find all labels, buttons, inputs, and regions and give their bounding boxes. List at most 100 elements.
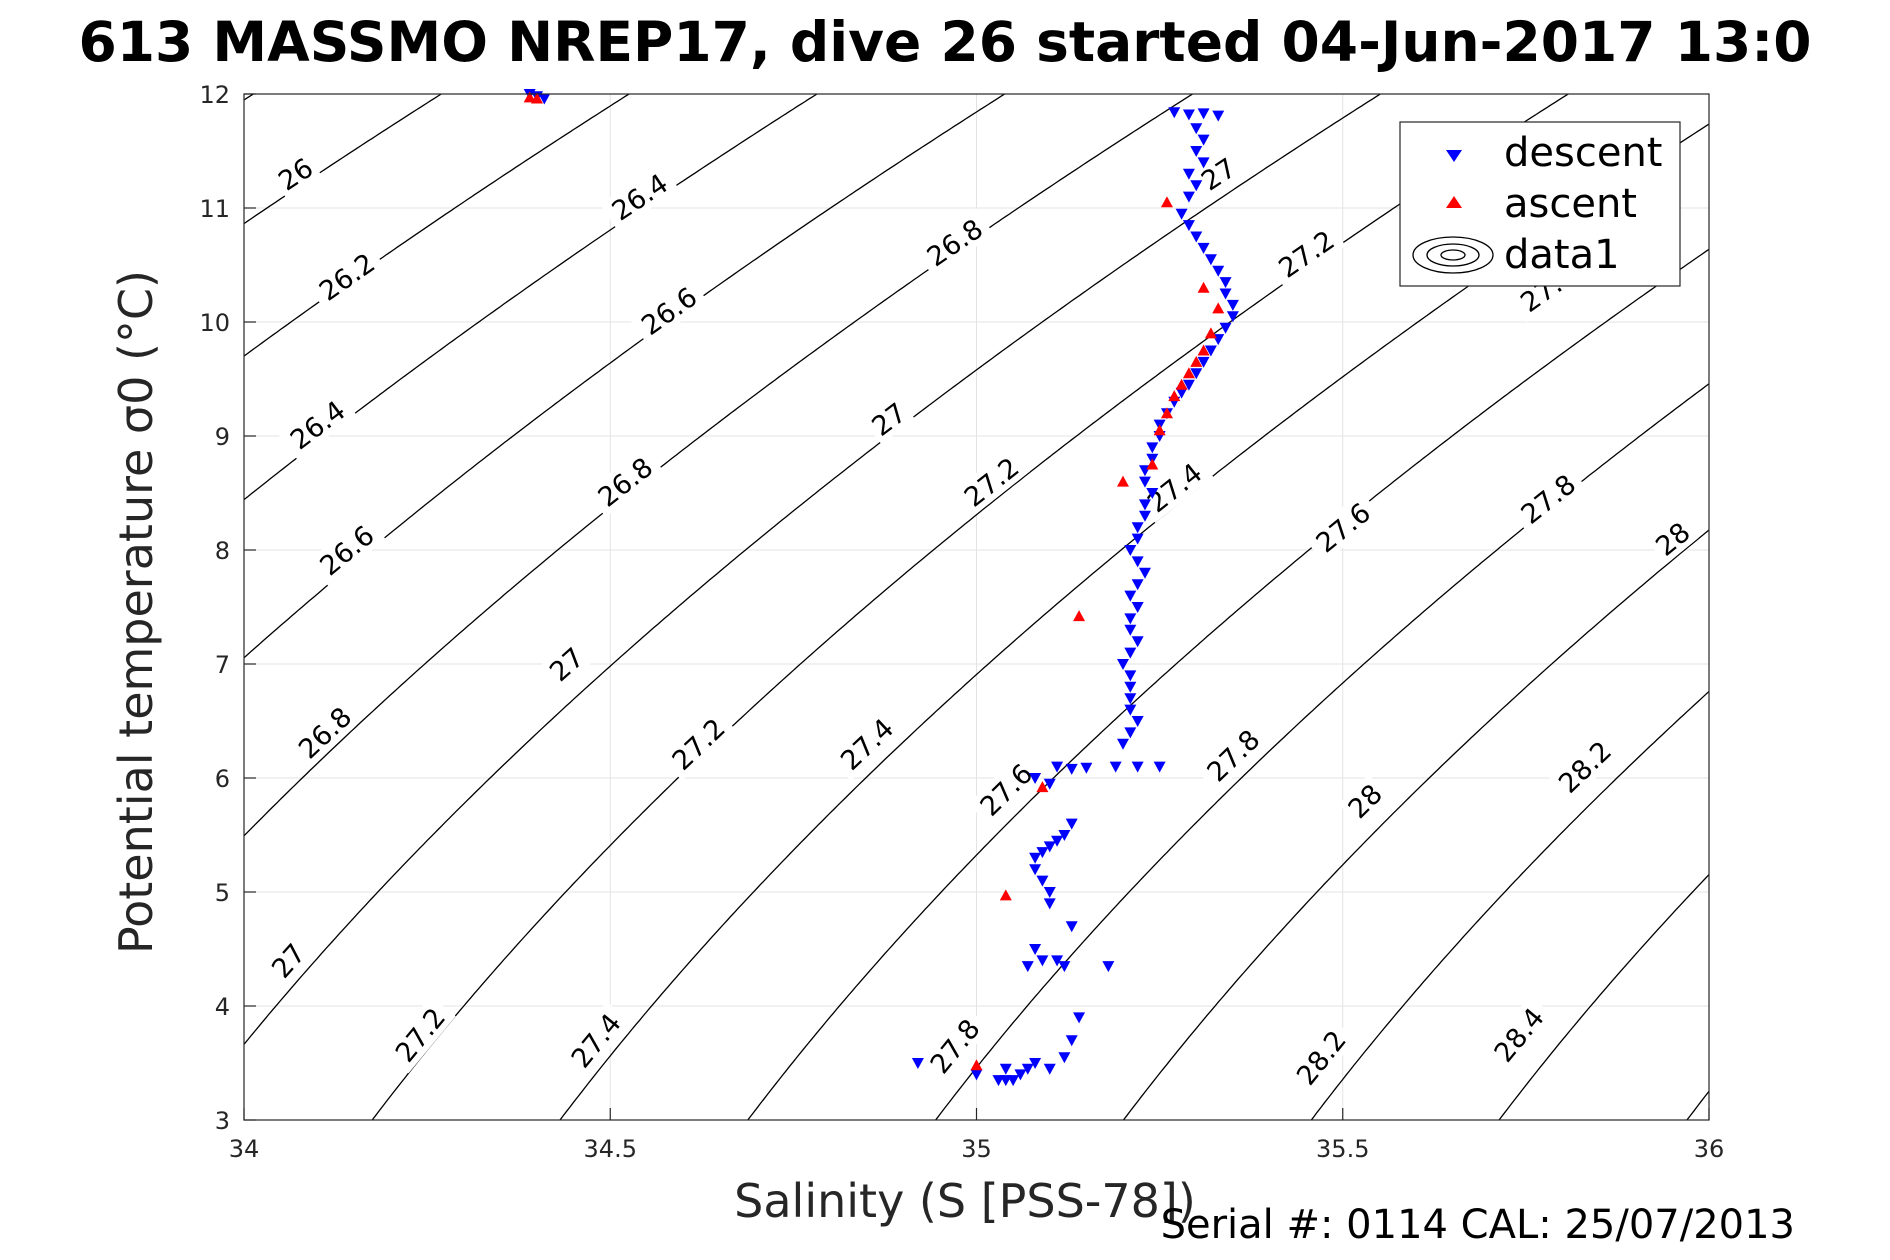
descent-point xyxy=(1043,778,1056,790)
contour-label-bg xyxy=(918,1007,991,1085)
descent-point xyxy=(1219,288,1232,300)
y-tick-label: 5 xyxy=(215,879,230,907)
x-tick-label: 35 xyxy=(961,1135,992,1163)
y-tick-label: 9 xyxy=(215,423,230,451)
ascent-point xyxy=(970,1059,983,1071)
contour-label-bg xyxy=(262,934,314,987)
descent-point xyxy=(1190,368,1203,380)
descent-point xyxy=(1131,636,1144,648)
descent-point xyxy=(1007,1075,1020,1087)
descent-point xyxy=(1131,716,1144,727)
descent-point xyxy=(1102,961,1115,973)
descent-point xyxy=(1036,847,1049,859)
descent-point xyxy=(538,93,551,105)
descent-point xyxy=(1065,818,1078,830)
contour-label-bg xyxy=(968,752,1044,827)
descent-point xyxy=(1124,545,1137,556)
legend-ascent-marker xyxy=(1446,196,1462,208)
contour-label-bg xyxy=(286,695,363,770)
y-tick-label: 7 xyxy=(215,651,230,679)
contour-label-bg xyxy=(1191,148,1245,199)
descent-point xyxy=(1124,590,1137,602)
ascent-point xyxy=(1190,355,1203,367)
descent-point xyxy=(1080,762,1093,774)
ascent-point xyxy=(1175,378,1188,390)
contour-label-bg xyxy=(1646,512,1699,565)
descent-point xyxy=(1065,921,1078,933)
descent-point xyxy=(1197,134,1210,146)
descent-point xyxy=(1124,681,1137,693)
chart-title: 613 MASSMO NREP17, dive 26 started 04-Ju… xyxy=(78,10,1811,74)
descent-point xyxy=(1182,168,1195,180)
descent-point xyxy=(1197,242,1210,254)
contour-label-bg xyxy=(828,706,905,781)
contour-label-bg xyxy=(599,162,680,231)
descent-point xyxy=(1138,510,1151,522)
descent-point xyxy=(1043,887,1056,898)
ascent-point xyxy=(1160,407,1173,419)
descent-point xyxy=(1131,579,1144,591)
descent-point xyxy=(1197,356,1210,368)
legend-data1-label: data1 xyxy=(1504,232,1620,278)
contour-label-bg xyxy=(952,446,1031,518)
descent-point xyxy=(1029,864,1042,876)
descent-point xyxy=(1058,1052,1071,1064)
contour-label-bg xyxy=(629,276,709,346)
descent-point xyxy=(1197,108,1210,120)
descent-point xyxy=(1073,1012,1086,1024)
descent-point xyxy=(1182,191,1195,203)
y-tick-label: 8 xyxy=(215,537,230,565)
descent-point xyxy=(1043,898,1056,910)
descent-point xyxy=(1175,387,1188,399)
descent-point xyxy=(1212,265,1225,277)
y-axis-label: Potential temperature σ0 (°C) xyxy=(109,270,163,954)
contour-label-bg xyxy=(559,1001,632,1079)
y-tick-label: 3 xyxy=(215,1107,230,1135)
y-tick-label: 6 xyxy=(215,765,230,793)
contour-line xyxy=(1122,529,1709,1120)
descent-point xyxy=(1036,875,1049,887)
descent-point xyxy=(1219,322,1232,334)
x-tick-label: 34 xyxy=(229,1135,260,1163)
ascent-point xyxy=(999,889,1012,901)
descent-point xyxy=(1021,961,1034,973)
ascent-point xyxy=(1182,367,1195,379)
ascent-point xyxy=(1117,475,1129,487)
ascent-point xyxy=(1204,327,1217,339)
ascent-point xyxy=(1036,781,1049,793)
contour-label-bg xyxy=(278,389,357,460)
legend: descent ascent data1 xyxy=(1399,121,1681,287)
descent-point xyxy=(1043,841,1056,853)
descent-point xyxy=(1117,738,1129,750)
ascent-point xyxy=(1197,344,1210,356)
descent-point xyxy=(1029,773,1042,784)
descent-point xyxy=(1153,761,1166,773)
descent-point xyxy=(1124,670,1137,682)
contour-label-bg xyxy=(862,393,916,445)
descent-point xyxy=(1182,220,1195,232)
descent-point xyxy=(1014,1069,1027,1081)
descent-point xyxy=(1168,107,1181,119)
descent-point xyxy=(970,1069,983,1081)
y-tick-label: 11 xyxy=(199,195,230,223)
contour-line xyxy=(1498,874,1709,1120)
descent-point xyxy=(1051,955,1064,967)
contour-label-bg xyxy=(1482,995,1555,1074)
descent-point xyxy=(1226,299,1239,311)
x-axis-label: Salinity (S [PSS-78]) xyxy=(734,1174,1196,1228)
descent-point xyxy=(1182,109,1195,121)
descent-point xyxy=(1131,761,1144,773)
descent-point xyxy=(999,1063,1012,1075)
x-tick-label: 35.5 xyxy=(1316,1135,1369,1163)
descent-point xyxy=(1190,146,1203,157)
descent-point xyxy=(1058,830,1071,841)
ascent-point xyxy=(1073,610,1086,622)
descent-point xyxy=(1124,613,1137,625)
contour-label-bg xyxy=(268,148,322,199)
descent-point xyxy=(1131,522,1144,534)
descent-point xyxy=(1029,852,1042,864)
contour-label-bg xyxy=(1303,491,1382,563)
descent-point xyxy=(1131,602,1144,613)
ascent-series xyxy=(523,91,1225,1071)
